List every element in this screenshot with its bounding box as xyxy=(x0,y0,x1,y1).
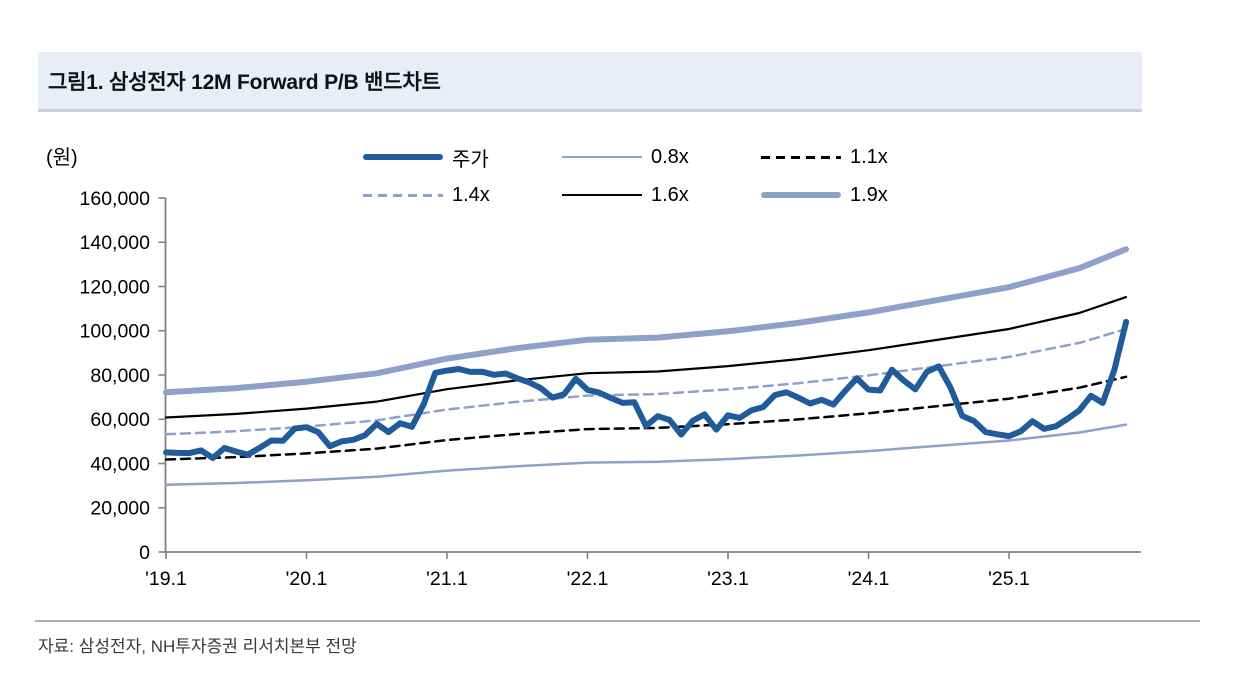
x-tick-label: '21.1 xyxy=(426,568,468,590)
y-tick-label: 120,000 xyxy=(80,276,151,298)
y-tick-label: 0 xyxy=(139,542,150,564)
legend-item-band-0.8x: 0.8x xyxy=(562,146,689,168)
source-divider xyxy=(35,620,1200,622)
legend-item-band-1.4x: 1.4x xyxy=(363,184,490,206)
x-tick-label: '20.1 xyxy=(286,568,328,590)
x-tick-label: '25.1 xyxy=(988,568,1030,590)
legend-label-price: 주가 xyxy=(452,148,489,171)
band-line-1.1x xyxy=(164,375,1128,461)
legend-item-band-1.1x: 1.1x xyxy=(761,146,888,168)
legend-label-band-1.4x: 1.4x xyxy=(452,183,490,206)
x-tick-label: '23.1 xyxy=(707,568,749,590)
band-line-1.9x xyxy=(163,246,1129,396)
band-line-1.6x xyxy=(164,296,1128,419)
legend-line-band-1.9x xyxy=(761,192,841,198)
legend-item-band-1.9x: 1.9x xyxy=(761,184,888,206)
y-tick-label: 140,000 xyxy=(80,232,151,254)
y-axis-unit-label: (원) xyxy=(46,147,78,169)
legend-label-band-1.1x: 1.1x xyxy=(850,145,888,168)
y-tick-label: 40,000 xyxy=(90,453,150,475)
legend-line-band-1.6x xyxy=(562,193,642,197)
legend-label-band-0.8x: 0.8x xyxy=(651,145,689,168)
price-line xyxy=(163,318,1130,461)
x-tick-label: '22.1 xyxy=(567,568,609,590)
y-tick-label: 20,000 xyxy=(90,498,150,520)
legend-line-band-1.4x xyxy=(363,193,443,197)
legend-line-price xyxy=(363,154,443,160)
legend-item-band-1.6x: 1.6x xyxy=(562,184,689,206)
figure-title-bar: 그림1. 삼성전자 12M Forward P/B 밴드차트 xyxy=(38,52,1142,112)
y-tick-label: 100,000 xyxy=(80,321,151,343)
y-tick-label: 60,000 xyxy=(90,409,150,431)
legend-label-band-1.9x: 1.9x xyxy=(850,183,888,206)
x-tick-label: '24.1 xyxy=(848,568,890,590)
y-tick-label: 160,000 xyxy=(80,188,151,210)
legend-label-band-1.6x: 1.6x xyxy=(651,183,689,206)
source-note: 자료: 삼성전자, NH투자증권 리서치본부 전망 xyxy=(38,637,357,656)
x-tick-label: '19.1 xyxy=(145,568,187,590)
band-line-0.8x xyxy=(164,423,1128,486)
legend-item-price: 주가 xyxy=(363,146,489,171)
legend-line-band-0.8x xyxy=(562,155,642,159)
figure-title: 그림1. 삼성전자 12M Forward P/B 밴드차트 xyxy=(48,70,441,94)
legend-line-band-1.1x xyxy=(761,155,841,159)
y-tick-label: 80,000 xyxy=(90,365,150,387)
band-line-1.4x xyxy=(164,327,1128,436)
